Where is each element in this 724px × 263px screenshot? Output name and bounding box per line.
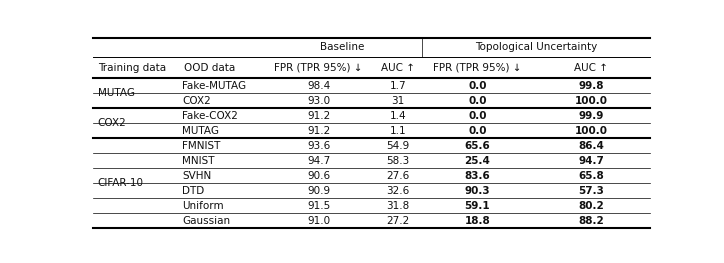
- Text: 0.0: 0.0: [468, 111, 487, 121]
- Text: 86.4: 86.4: [578, 140, 605, 151]
- Text: FPR (TPR 95%) ↓: FPR (TPR 95%) ↓: [274, 63, 363, 73]
- Text: COX2: COX2: [182, 96, 211, 106]
- Text: 59.1: 59.1: [465, 200, 490, 210]
- Text: MNIST: MNIST: [182, 155, 215, 166]
- Text: 0.0: 0.0: [468, 96, 487, 106]
- Text: CIFAR-10: CIFAR-10: [98, 178, 144, 188]
- Text: 91.2: 91.2: [307, 111, 330, 121]
- Text: 65.6: 65.6: [465, 140, 490, 151]
- Text: 99.8: 99.8: [578, 81, 605, 91]
- Text: 99.9: 99.9: [578, 111, 604, 121]
- Text: 18.8: 18.8: [465, 215, 490, 225]
- Text: 90.3: 90.3: [465, 185, 490, 195]
- Text: Uniform: Uniform: [182, 200, 224, 210]
- Text: 31.8: 31.8: [387, 200, 410, 210]
- Text: 65.8: 65.8: [578, 170, 605, 180]
- Text: 57.3: 57.3: [578, 185, 605, 195]
- Text: 83.6: 83.6: [465, 170, 490, 180]
- Text: Baseline: Baseline: [320, 42, 365, 52]
- Text: 91.2: 91.2: [307, 126, 330, 136]
- Text: FPR (TPR 95%) ↓: FPR (TPR 95%) ↓: [433, 63, 521, 73]
- Text: 91.0: 91.0: [307, 215, 330, 225]
- Text: 58.3: 58.3: [387, 155, 410, 166]
- Text: 88.2: 88.2: [578, 215, 605, 225]
- Text: 31: 31: [392, 96, 405, 106]
- Text: Fake-MUTAG: Fake-MUTAG: [182, 81, 246, 91]
- Text: Training data: Training data: [98, 63, 166, 73]
- Text: OOD data: OOD data: [184, 63, 235, 73]
- Text: 0.0: 0.0: [468, 81, 487, 91]
- Text: AUC ↑: AUC ↑: [574, 63, 608, 73]
- Text: 1.7: 1.7: [390, 81, 406, 91]
- Text: Fake-COX2: Fake-COX2: [182, 111, 238, 121]
- Text: 98.4: 98.4: [307, 81, 330, 91]
- Text: 91.5: 91.5: [307, 200, 330, 210]
- Text: SVHN: SVHN: [182, 170, 211, 180]
- Text: MUTAG: MUTAG: [182, 126, 219, 136]
- Text: 1.1: 1.1: [390, 126, 406, 136]
- Text: 54.9: 54.9: [387, 140, 410, 151]
- Text: 94.7: 94.7: [578, 155, 605, 166]
- Text: DTD: DTD: [182, 185, 205, 195]
- Text: FMNIST: FMNIST: [182, 140, 221, 151]
- Text: Gaussian: Gaussian: [182, 215, 230, 225]
- Text: COX2: COX2: [98, 118, 127, 128]
- Text: 25.4: 25.4: [464, 155, 490, 166]
- Text: MUTAG: MUTAG: [98, 88, 135, 98]
- Text: 94.7: 94.7: [307, 155, 330, 166]
- Text: 90.9: 90.9: [307, 185, 330, 195]
- Text: 27.6: 27.6: [387, 170, 410, 180]
- Text: 32.6: 32.6: [387, 185, 410, 195]
- Text: 0.0: 0.0: [468, 126, 487, 136]
- Text: 100.0: 100.0: [575, 96, 608, 106]
- Text: AUC ↑: AUC ↑: [381, 63, 415, 73]
- Text: 93.0: 93.0: [307, 96, 330, 106]
- Text: 27.2: 27.2: [387, 215, 410, 225]
- Text: 90.6: 90.6: [307, 170, 330, 180]
- Text: 80.2: 80.2: [578, 200, 605, 210]
- Text: Topological Uncertainty: Topological Uncertainty: [475, 42, 597, 52]
- Text: 1.4: 1.4: [390, 111, 406, 121]
- Text: 93.6: 93.6: [307, 140, 330, 151]
- Text: 100.0: 100.0: [575, 126, 608, 136]
